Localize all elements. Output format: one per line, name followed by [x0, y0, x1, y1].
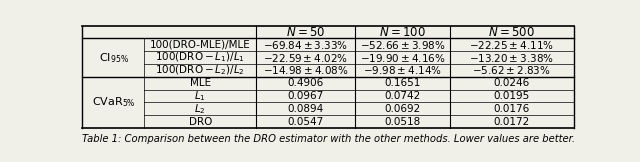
- Text: $L_1$: $L_1$: [195, 89, 206, 103]
- Text: 0.0692: 0.0692: [384, 104, 420, 114]
- Text: $-13.20 \pm 3.38\%$: $-13.20 \pm 3.38\%$: [469, 52, 554, 64]
- Text: Table 1: Comparison between the DRO estimator with the other methods. Lower valu: Table 1: Comparison between the DRO esti…: [83, 134, 575, 144]
- Text: $L_2$: $L_2$: [195, 102, 206, 116]
- Text: $-14.98 \pm 4.08\%$: $-14.98 \pm 4.08\%$: [263, 64, 348, 76]
- Text: 100(DRO-MLE)/MLE: 100(DRO-MLE)/MLE: [150, 40, 251, 50]
- Text: $-69.84 \pm 3.33\%$: $-69.84 \pm 3.33\%$: [263, 39, 348, 51]
- Text: DRO: DRO: [189, 117, 212, 127]
- Text: $N = 100$: $N = 100$: [379, 26, 426, 39]
- Text: 0.0195: 0.0195: [493, 91, 530, 101]
- Text: $100(\mathrm{DRO} - L_2)/L_2$: $100(\mathrm{DRO} - L_2)/L_2$: [156, 64, 245, 77]
- Text: CVaR$_{5\%}$: CVaR$_{5\%}$: [92, 95, 136, 109]
- Text: $100(\mathrm{DRO} - L_1)/L_1$: $100(\mathrm{DRO} - L_1)/L_1$: [156, 51, 245, 64]
- Text: 0.0967: 0.0967: [287, 91, 324, 101]
- Text: 0.0246: 0.0246: [493, 78, 530, 88]
- Text: 0.1651: 0.1651: [384, 78, 420, 88]
- Text: $-5.62 \pm 2.83\%$: $-5.62 \pm 2.83\%$: [472, 64, 551, 76]
- Text: $-9.98 \pm 4.14\%$: $-9.98 \pm 4.14\%$: [363, 64, 442, 76]
- Text: 0.0176: 0.0176: [493, 104, 530, 114]
- Text: 0.0172: 0.0172: [493, 117, 530, 127]
- Text: 0.0742: 0.0742: [384, 91, 420, 101]
- Text: $N = 50$: $N = 50$: [286, 26, 325, 39]
- Text: $-22.25 \pm 4.11\%$: $-22.25 \pm 4.11\%$: [469, 39, 554, 51]
- Text: CI$_{95\%}$: CI$_{95\%}$: [99, 51, 129, 64]
- Text: $N = 500$: $N = 500$: [488, 26, 535, 39]
- Text: 0.0547: 0.0547: [287, 117, 324, 127]
- Text: $-52.66 \pm 3.98\%$: $-52.66 \pm 3.98\%$: [360, 39, 445, 51]
- Text: MLE: MLE: [189, 78, 211, 88]
- Text: $-22.59 \pm 4.02\%$: $-22.59 \pm 4.02\%$: [263, 52, 348, 64]
- Text: $-19.90 \pm 4.16\%$: $-19.90 \pm 4.16\%$: [360, 52, 445, 64]
- Text: 0.0518: 0.0518: [384, 117, 420, 127]
- Text: 0.4906: 0.4906: [287, 78, 324, 88]
- Text: 0.0894: 0.0894: [287, 104, 324, 114]
